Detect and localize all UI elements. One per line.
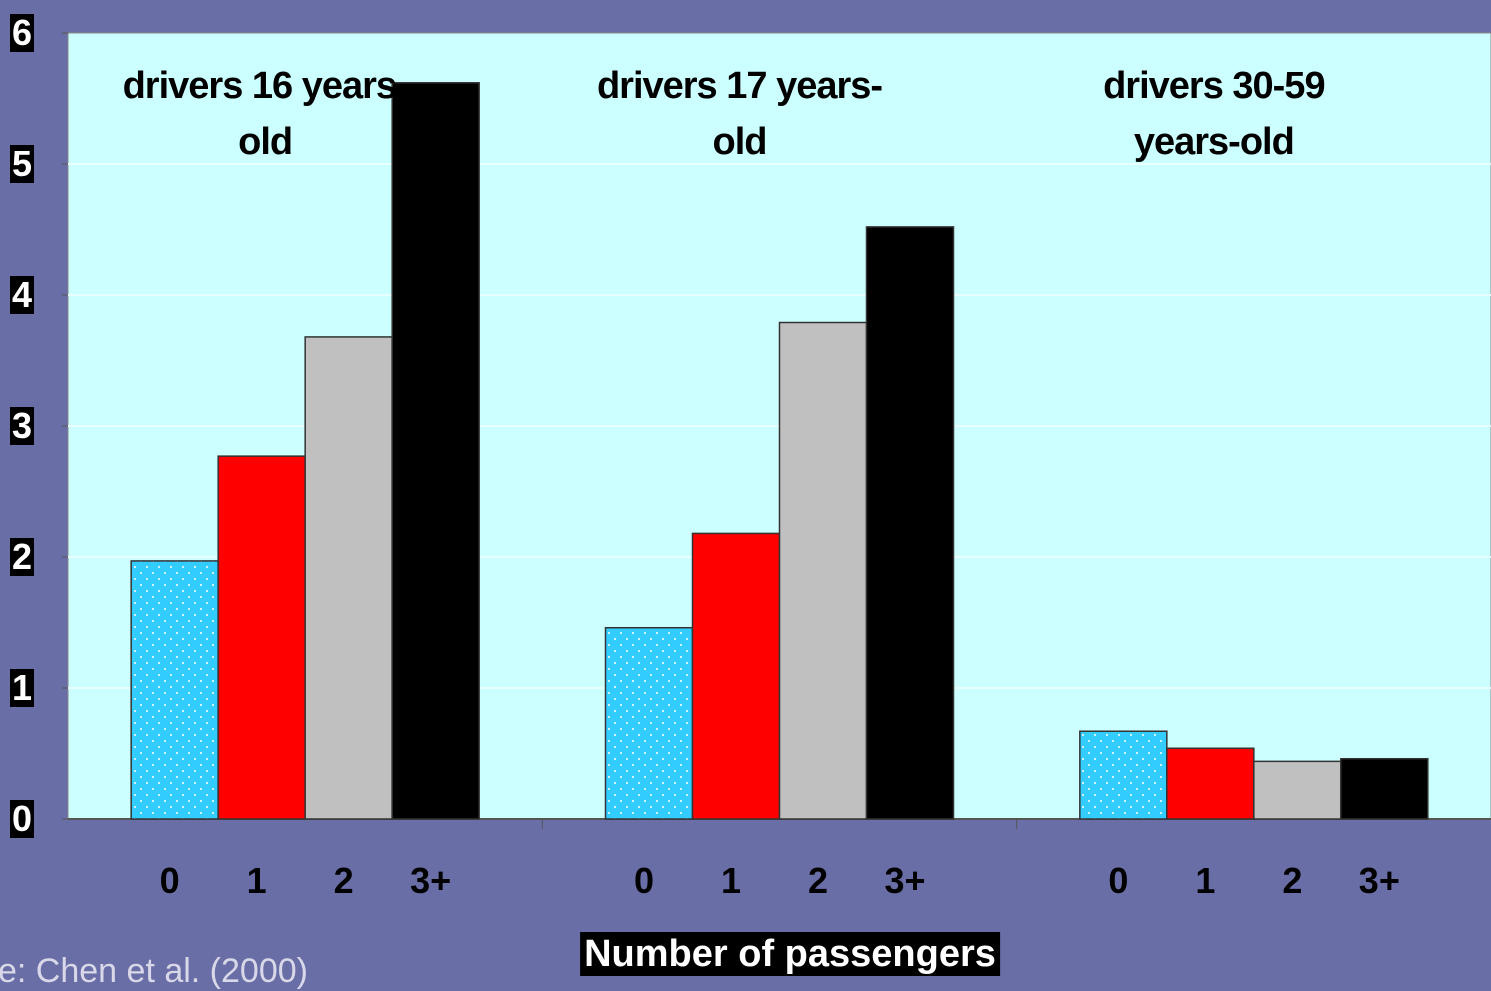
bar (1340, 757, 1429, 820)
x-tick-label: 2 (1282, 860, 1303, 901)
bar (691, 532, 781, 820)
x-tick-label: 2 (807, 860, 829, 901)
bar (1253, 760, 1342, 820)
x-tick-label: 1 (720, 860, 742, 901)
group-label: drivers 16 years-old (122, 65, 409, 163)
x-tick-label: 3+ (884, 860, 926, 901)
x-tick-label: 1 (246, 860, 267, 901)
y-tick-label: 6 (10, 12, 35, 53)
x-tick-label: 1 (1195, 860, 1216, 901)
group-label: drivers 30-59 years-old (1103, 65, 1326, 163)
bar (391, 82, 480, 820)
x-tick-label: 0 (1108, 860, 1129, 901)
bar (304, 336, 393, 820)
bar (217, 455, 306, 820)
x-tick-label: 3+ (1358, 860, 1400, 901)
x-tick-label: 0 (633, 860, 655, 901)
y-tick-label: 1 (10, 667, 35, 708)
x-axis-title: Number of passengers (580, 932, 1000, 976)
bar (865, 226, 955, 820)
bar (130, 560, 219, 820)
bar (604, 626, 694, 820)
x-tick-label: 2 (333, 860, 354, 901)
x-tick-label: 0 (159, 860, 180, 901)
y-tick-label: 0 (10, 798, 35, 839)
y-tick-label: 4 (10, 274, 35, 315)
y-tick-label: 2 (10, 536, 35, 577)
y-tick-label: 5 (10, 143, 35, 184)
y-tick-label: 3 (10, 405, 35, 446)
bar (1079, 730, 1168, 820)
source-note: e: Chen et al. (2000) (0, 952, 308, 990)
bar (778, 321, 868, 820)
group-label: drivers 17 years-old (596, 65, 883, 163)
bar (1166, 747, 1255, 820)
x-tick-label: 3+ (410, 860, 452, 901)
